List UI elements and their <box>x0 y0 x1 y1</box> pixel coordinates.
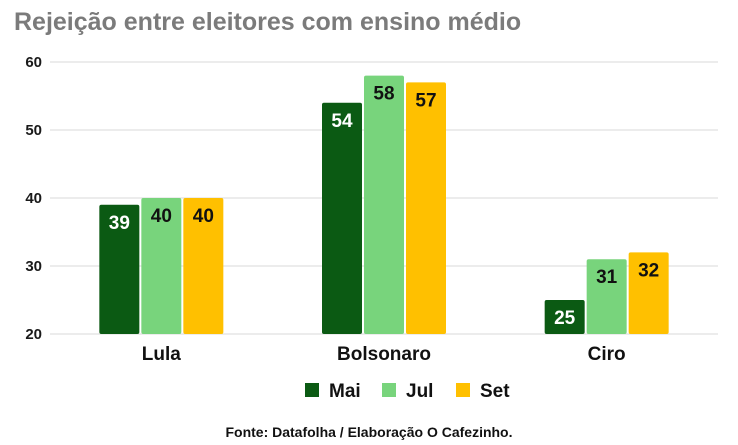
data-label: 58 <box>373 84 394 105</box>
bar-ciro-mai <box>544 300 585 334</box>
data-label: 32 <box>638 260 659 281</box>
legend-label: Set <box>480 381 510 402</box>
legend-label: Jul <box>406 381 433 402</box>
y-tick-label: 30 <box>25 258 42 275</box>
legend-swatch <box>456 383 470 397</box>
data-label: 39 <box>109 213 130 234</box>
y-tick-label: 50 <box>25 122 42 139</box>
data-label: 25 <box>554 308 576 329</box>
bar-ciro-jul <box>586 259 627 334</box>
bar-bolsonaro-set <box>406 82 446 335</box>
source-note: Fonte: Datafolha / Elaboração O Cafezinh… <box>225 424 513 440</box>
bar-ciro-set <box>628 252 669 334</box>
data-label: 31 <box>596 267 618 288</box>
y-axis-ticks: 20 30 40 50 60 <box>25 54 42 343</box>
category-label: Ciro <box>588 344 626 365</box>
category-labels: Lula Bolsonaro Ciro <box>142 344 626 365</box>
y-tick-label: 40 <box>25 190 42 207</box>
legend-label: Mai <box>329 381 361 402</box>
bar-lula-mai <box>99 204 140 334</box>
data-label: 40 <box>151 206 172 227</box>
category-label: Bolsonaro <box>337 344 431 365</box>
bar-bolsonaro-jul <box>364 75 404 334</box>
bars <box>99 75 669 335</box>
y-tick-label: 60 <box>25 54 42 71</box>
chart-title: Rejeição entre eleitores com ensino médi… <box>14 8 522 36</box>
legend: Mai Jul Set <box>305 381 510 402</box>
data-label: 54 <box>331 111 353 132</box>
data-label: 40 <box>193 206 214 227</box>
y-tick-label: 20 <box>25 326 42 343</box>
data-label: 57 <box>415 90 436 111</box>
bar-lula-set <box>183 198 224 334</box>
legend-swatch <box>305 383 319 397</box>
bar-bolsonaro-mai <box>322 102 362 334</box>
category-label: Lula <box>142 344 181 365</box>
data-labels: 39 40 40 54 58 57 25 31 32 <box>109 84 659 329</box>
bar-lula-jul <box>141 198 182 334</box>
legend-swatch <box>382 383 396 397</box>
